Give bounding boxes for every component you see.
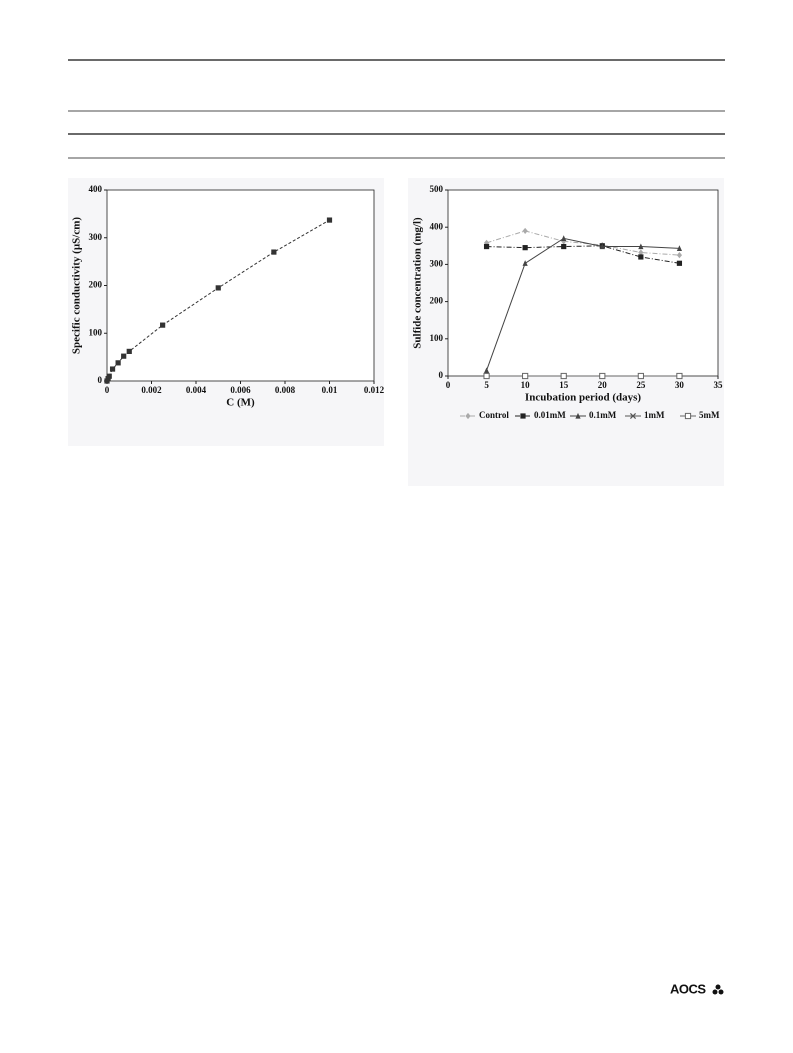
x-tick-label: 10 [521, 380, 531, 390]
marker [599, 243, 605, 250]
legend-marker [684, 412, 692, 420]
x-tick-label: 0.01 [322, 385, 338, 395]
marker [126, 348, 132, 354]
marker [271, 249, 277, 255]
x-tick-label: 0.002 [141, 385, 162, 395]
marker [599, 372, 606, 380]
x-tick-label: 15 [559, 380, 569, 390]
legend-label: 1mM [644, 410, 665, 420]
legend-label: Control [479, 410, 509, 420]
marker [561, 235, 567, 241]
x-tick-label: 0.004 [186, 385, 207, 395]
marker [676, 260, 683, 266]
marker [160, 322, 166, 328]
series-line [486, 230, 680, 256]
marker [115, 360, 121, 366]
x-axis-title: C (M) [226, 397, 255, 409]
marker [561, 243, 567, 250]
plot-frame [447, 189, 719, 377]
legend-marker [575, 412, 581, 419]
marker [676, 372, 683, 380]
y-tick-label: 400 [430, 221, 444, 231]
x-tick-label: 0.006 [230, 385, 251, 395]
y-tick-label: 100 [430, 333, 444, 343]
marker [560, 372, 567, 380]
y-tick-label: 0 [98, 375, 103, 385]
series-line [486, 237, 680, 371]
x-tick-label: 35 [714, 380, 724, 390]
y-tick-label: 500 [430, 184, 444, 194]
legend-marker [520, 413, 526, 419]
y-axis-title: Specific conductivity (µS/cm) [71, 217, 83, 354]
marker [522, 245, 528, 251]
legend-marker [465, 412, 471, 420]
x-tick-label: 0 [446, 380, 451, 390]
x-tick-label: 0 [105, 385, 110, 395]
marker [522, 260, 528, 266]
marker [638, 243, 644, 250]
x-tick-label: 20 [598, 380, 608, 390]
marker [676, 245, 683, 252]
y-tick-label: 0 [439, 370, 444, 380]
marker [326, 217, 333, 223]
y-tick-label: 100 [89, 327, 103, 337]
plot-frame [106, 189, 375, 382]
x-tick-label: 25 [636, 380, 646, 390]
y-tick-label: 400 [89, 184, 103, 194]
x-tick-label: 5 [484, 380, 489, 390]
y-axis-title: Sulfide concentration (mg/l) [412, 217, 424, 349]
marker [676, 252, 683, 259]
y-tick-label: 300 [430, 258, 444, 268]
legend-marker [629, 412, 637, 420]
marker [109, 366, 116, 372]
marker [215, 285, 221, 291]
y-tick-label: 200 [89, 280, 103, 290]
marker [483, 372, 490, 380]
marker [522, 372, 529, 380]
marker [483, 243, 490, 250]
marker [638, 249, 644, 256]
y-tick-label: 200 [430, 296, 444, 306]
marker [121, 353, 127, 359]
legend-label: 5mM [699, 410, 720, 420]
legend-label: 0.1mM [589, 410, 617, 420]
x-axis-title: Incubation period (days) [525, 392, 641, 404]
y-tick-label: 300 [89, 232, 103, 242]
marker [106, 373, 112, 379]
x-tick-label: 0.012 [364, 385, 385, 395]
marker [638, 254, 644, 260]
marker [637, 372, 644, 380]
logo: AOCS [670, 981, 706, 996]
logo-mark [712, 984, 724, 995]
marker [522, 227, 528, 235]
series-line [486, 245, 680, 264]
x-tick-label: 30 [675, 380, 685, 390]
legend-label: 0.01mM [534, 410, 566, 420]
x-tick-label: 0.008 [275, 385, 296, 395]
marker [483, 367, 490, 374]
